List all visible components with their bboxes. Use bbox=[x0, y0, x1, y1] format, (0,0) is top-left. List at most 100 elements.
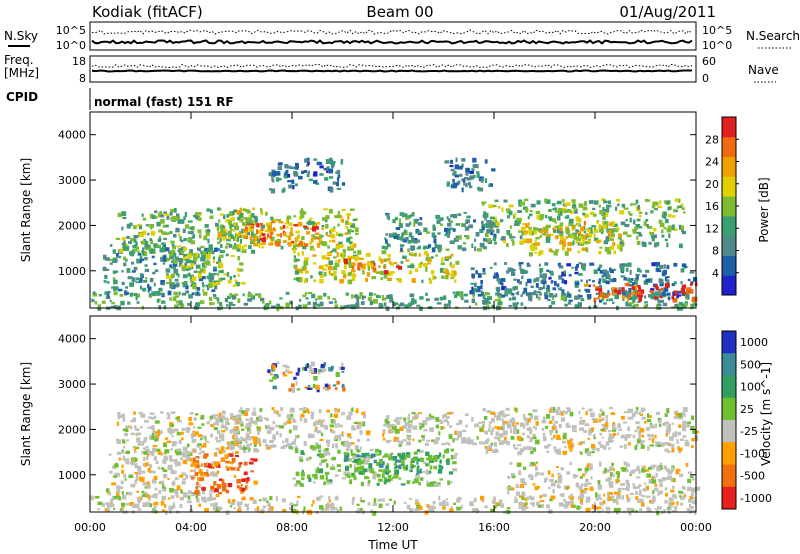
power-colorbar-label: Power [dB] bbox=[757, 177, 771, 242]
nave-tick-bottom: 0 bbox=[702, 72, 709, 85]
noise-left-tick-top: 10^5 bbox=[56, 24, 86, 37]
velocity-cbar-tick-label: 1000 bbox=[740, 336, 768, 349]
power-colorbar-band bbox=[722, 235, 736, 256]
velocity-cbar-tick-label: -1000 bbox=[740, 492, 772, 505]
velocity-region bbox=[116, 411, 271, 456]
noise-right-tick-bottom: 10^0 bbox=[702, 39, 732, 52]
velocity-region bbox=[506, 461, 701, 502]
y-tick-label: 2000 bbox=[58, 423, 86, 436]
freq-tick-top: 18 bbox=[72, 55, 86, 68]
y-tick-label: 1000 bbox=[58, 469, 86, 482]
cpid-text: normal (fast) 151 RF bbox=[94, 95, 234, 109]
power-cbar-tick-label: 12 bbox=[705, 222, 719, 235]
velocity-cbar-tick-label: -25 bbox=[740, 425, 758, 438]
noise-right-tick-top: 10^5 bbox=[702, 24, 732, 37]
power-region bbox=[469, 261, 698, 300]
x-tick-label: 12:00 bbox=[377, 521, 409, 534]
power-region bbox=[343, 257, 403, 275]
noise-search-series bbox=[91, 29, 693, 35]
velocity-colorbar-label: Velocity [m s^-1] bbox=[759, 362, 773, 466]
y-tick-label: 3000 bbox=[58, 378, 86, 391]
power-cbar-tick-label: 28 bbox=[705, 133, 719, 146]
nave-label: Nave bbox=[748, 63, 779, 77]
power-region bbox=[584, 282, 698, 303]
power-region bbox=[268, 157, 346, 194]
power-cbar-tick-label: 16 bbox=[705, 200, 719, 213]
power-region bbox=[381, 211, 499, 253]
power-colorbar-band bbox=[722, 176, 736, 197]
power-ylabel: Slant Range [km] bbox=[19, 158, 33, 262]
velocity-data-layer bbox=[90, 361, 701, 516]
velocity-colorbar-band bbox=[722, 353, 736, 376]
velocity-colorbar-band bbox=[722, 331, 736, 354]
velocity-colorbar-band bbox=[722, 420, 736, 443]
velocity-colorbar-band bbox=[722, 397, 736, 421]
time-axis: 00:00 04:00 08:00 12:00 16:00 20:00 00:00 bbox=[74, 112, 712, 534]
velocity-region bbox=[382, 411, 508, 447]
velocity-y-axis: 1000 2000 3000 4000 bbox=[58, 333, 696, 482]
power-colorbar: 4 8 12 16 20 24 28 bbox=[705, 116, 739, 296]
velocity-colorbar-band bbox=[722, 464, 736, 488]
nave-tick-top: 60 bbox=[702, 55, 716, 68]
velocity-colorbar: 1000 500 100 25 -25 -100 -500 -1000 bbox=[721, 330, 772, 510]
power-colorbar-band bbox=[722, 156, 736, 177]
velocity-plot-area bbox=[90, 316, 696, 512]
power-colorbar-band bbox=[722, 215, 736, 237]
power-region bbox=[519, 220, 623, 257]
velocity-cbar-tick-label: -500 bbox=[740, 470, 765, 483]
date-title: 01/Aug/2011 bbox=[619, 3, 716, 21]
y-tick-label: 1000 bbox=[58, 265, 86, 278]
x-tick-label: 00:00 bbox=[680, 521, 712, 534]
power-panel: 1000 2000 3000 4000 bbox=[58, 111, 698, 312]
beam-title: Beam 00 bbox=[366, 3, 433, 21]
velocity-region bbox=[343, 452, 421, 480]
freq-unit-label: [MHz] bbox=[4, 66, 39, 80]
velocity-colorbar-band bbox=[722, 486, 736, 510]
noise-panel bbox=[89, 21, 697, 51]
noise-sky-series bbox=[91, 39, 693, 45]
power-y-axis: 1000 2000 3000 4000 bbox=[58, 129, 696, 278]
freq-tick-bottom: 8 bbox=[79, 72, 86, 85]
power-region bbox=[481, 198, 686, 249]
freq-panel bbox=[89, 55, 697, 83]
power-colorbar-band bbox=[722, 255, 736, 276]
y-tick-label: 4000 bbox=[58, 129, 86, 142]
xlabel: Time UT bbox=[367, 538, 418, 552]
velocity-colorbar-frame bbox=[721, 330, 737, 510]
velocity-ylabel: Slant Range [km] bbox=[19, 362, 33, 466]
power-cbar-tick-label: 4 bbox=[712, 267, 719, 280]
site-title: Kodiak (fitACF) bbox=[92, 3, 203, 21]
nsearch-label: N.Search bbox=[746, 29, 800, 43]
velocity-cbar-tick-label: 100 bbox=[740, 381, 761, 394]
velocity-cbar-tick-label: 25 bbox=[740, 403, 754, 416]
x-tick-label: 20:00 bbox=[579, 521, 611, 534]
velocity-region bbox=[218, 407, 371, 452]
power-colorbar-band bbox=[722, 136, 736, 158]
cpid-label: CPID bbox=[6, 90, 38, 104]
nsky-label: N.Sky bbox=[4, 29, 38, 43]
freq-series bbox=[91, 69, 692, 73]
velocity-cbar-tick-label: -100 bbox=[740, 447, 765, 460]
x-tick-label: 08:00 bbox=[276, 521, 308, 534]
noise-left-tick-bottom: 10^0 bbox=[56, 39, 86, 52]
power-colorbar-band bbox=[722, 275, 736, 296]
x-tick-label: 00:00 bbox=[74, 521, 106, 534]
velocity-region bbox=[191, 453, 258, 495]
x-tick-label: 04:00 bbox=[175, 521, 207, 534]
y-tick-label: 4000 bbox=[58, 333, 86, 346]
velocity-panel: 1000 2000 3000 4000 bbox=[58, 315, 701, 516]
velocity-colorbar-band bbox=[722, 375, 736, 399]
velocity-region bbox=[481, 406, 699, 456]
power-region bbox=[166, 252, 246, 289]
velocity-region bbox=[267, 361, 346, 393]
x-tick-label: 16:00 bbox=[478, 521, 510, 534]
nave-series bbox=[91, 63, 693, 69]
velocity-cbar-tick-label: 500 bbox=[740, 358, 761, 371]
power-colorbar-band bbox=[722, 117, 736, 138]
power-cbar-tick-label: 8 bbox=[712, 245, 719, 258]
power-colorbar-band bbox=[722, 196, 736, 217]
velocity-colorbar-band bbox=[722, 442, 736, 465]
power-cbar-tick-label: 24 bbox=[705, 156, 719, 169]
power-region bbox=[241, 221, 321, 248]
